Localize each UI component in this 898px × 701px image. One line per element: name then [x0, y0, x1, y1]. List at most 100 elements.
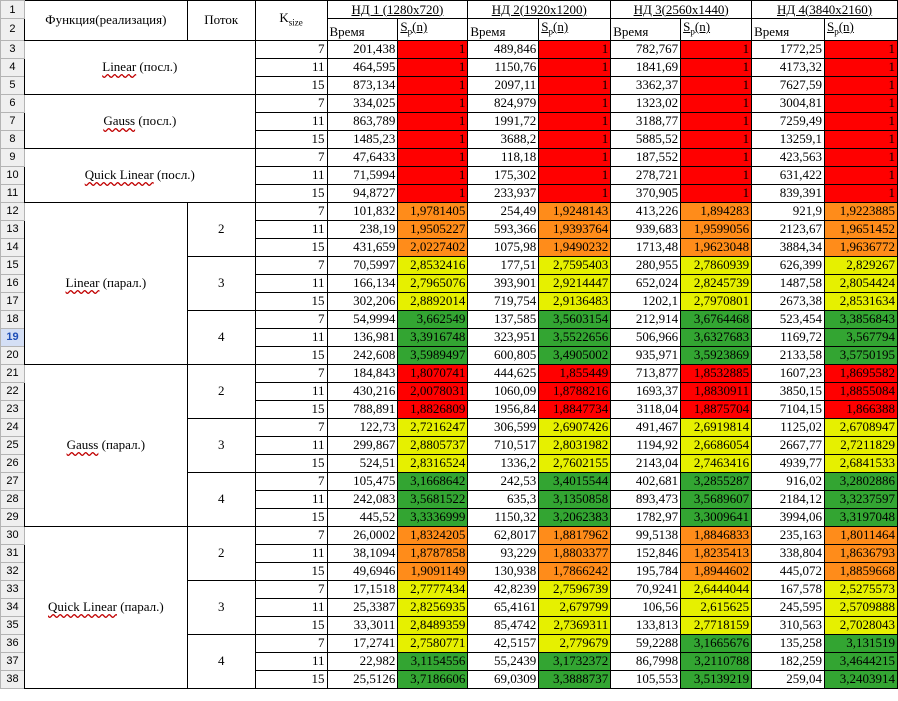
row-number[interactable]: 21	[0, 363, 25, 383]
thread-cell[interactable]: 3	[186, 417, 256, 473]
speedup-cell[interactable]: 1	[680, 147, 753, 167]
time-cell[interactable]: 26,0002	[326, 525, 399, 545]
ksize-cell[interactable]: 11	[254, 111, 328, 131]
time-cell[interactable]: 33,3011	[326, 615, 399, 635]
time-cell[interactable]: 4939,77	[751, 453, 825, 473]
header-nd-2[interactable]: НД 2(1920x1200)	[467, 0, 612, 19]
time-cell[interactable]: 935,971	[610, 345, 682, 365]
time-cell[interactable]: 2673,38	[751, 291, 825, 311]
time-cell[interactable]: 1125,02	[751, 417, 825, 437]
speedup-cell[interactable]: 2,0227402	[397, 237, 469, 257]
header-time-3[interactable]: Время	[610, 18, 682, 41]
speedup-cell[interactable]: 3,131519	[823, 633, 898, 653]
row-number[interactable]: 5	[0, 75, 25, 95]
thread-cell[interactable]: 3	[186, 579, 256, 635]
speedup-cell[interactable]: 1,8830911	[680, 381, 753, 401]
header-nd-4[interactable]: НД 4(3840x2160)	[751, 0, 898, 19]
speedup-cell[interactable]: 2,8054424	[823, 273, 898, 293]
ksize-cell[interactable]: 15	[254, 561, 328, 581]
ksize-cell[interactable]: 15	[254, 615, 328, 635]
time-cell[interactable]: 184,843	[326, 363, 399, 383]
time-cell[interactable]: 445,52	[326, 507, 399, 527]
row-number[interactable]: 34	[0, 597, 25, 617]
time-cell[interactable]: 118,18	[467, 147, 540, 167]
header-time-1[interactable]: Время	[326, 18, 399, 41]
speedup-cell[interactable]: 1,7866242	[538, 561, 612, 581]
ksize-cell[interactable]: 11	[254, 273, 328, 293]
speedup-cell[interactable]: 2,7965076	[397, 273, 469, 293]
time-cell[interactable]: 3884,34	[751, 237, 825, 257]
header-nd-1[interactable]: НД 1 (1280x720)	[326, 0, 469, 19]
ksize-cell[interactable]: 15	[254, 399, 328, 419]
speedup-cell[interactable]: 1,8324205	[397, 525, 469, 545]
speedup-cell[interactable]: 2,7216247	[397, 417, 469, 437]
time-cell[interactable]: 13259,1	[751, 129, 825, 149]
header-speedup-3[interactable]: Sp(n)	[680, 18, 753, 41]
row-number[interactable]: 25	[0, 435, 25, 455]
time-cell[interactable]: 1713,48	[610, 237, 682, 257]
time-cell[interactable]: 491,467	[610, 417, 682, 437]
time-cell[interactable]: 242,608	[326, 345, 399, 365]
time-cell[interactable]: 1075,98	[467, 237, 540, 257]
ksize-cell[interactable]: 15	[254, 669, 328, 689]
speedup-cell[interactable]: 2,7596739	[538, 579, 612, 599]
row-number[interactable]: 16	[0, 273, 25, 293]
time-cell[interactable]: 86,7998	[610, 651, 682, 671]
time-cell[interactable]: 782,767	[610, 39, 682, 59]
header-speedup-2[interactable]: Sp(n)	[538, 18, 612, 41]
row-number[interactable]: 13	[0, 219, 25, 239]
speedup-cell[interactable]: 3,4644215	[823, 651, 898, 671]
speedup-cell[interactable]: 1,8944602	[680, 561, 753, 581]
row-number[interactable]: 14	[0, 237, 25, 257]
time-cell[interactable]: 423,563	[751, 147, 825, 167]
time-cell[interactable]: 430,216	[326, 381, 399, 401]
time-cell[interactable]: 65,4161	[467, 597, 540, 617]
speedup-cell[interactable]: 2,9214447	[538, 273, 612, 293]
speedup-cell[interactable]: 1	[538, 57, 612, 77]
speedup-cell[interactable]: 1	[538, 93, 612, 113]
time-cell[interactable]: 259,04	[751, 669, 825, 689]
time-cell[interactable]: 3688,2	[467, 129, 540, 149]
time-cell[interactable]: 94,8727	[326, 183, 399, 203]
speedup-cell[interactable]: 1,8875704	[680, 399, 753, 419]
speedup-cell[interactable]: 2,0078031	[397, 381, 469, 401]
time-cell[interactable]: 506,966	[610, 327, 682, 347]
time-cell[interactable]: 631,422	[751, 165, 825, 185]
speedup-cell[interactable]: 2,6444044	[680, 579, 753, 599]
speedup-cell[interactable]: 2,5709888	[823, 597, 898, 617]
time-cell[interactable]: 413,226	[610, 201, 682, 221]
ksize-cell[interactable]: 15	[254, 129, 328, 149]
ksize-cell[interactable]: 7	[254, 309, 328, 329]
time-cell[interactable]: 652,024	[610, 273, 682, 293]
speedup-cell[interactable]: 1	[538, 75, 612, 95]
time-cell[interactable]: 713,877	[610, 363, 682, 383]
speedup-cell[interactable]: 3,3237597	[823, 489, 898, 509]
time-cell[interactable]: 55,2439	[467, 651, 540, 671]
row-number[interactable]: 3	[0, 39, 25, 59]
time-cell[interactable]: 167,578	[751, 579, 825, 599]
ksize-cell[interactable]: 15	[254, 345, 328, 365]
time-cell[interactable]: 2667,77	[751, 435, 825, 455]
speedup-cell[interactable]: 1	[680, 75, 753, 95]
time-cell[interactable]: 105,553	[610, 669, 682, 689]
time-cell[interactable]: 135,258	[751, 633, 825, 653]
time-cell[interactable]: 431,659	[326, 237, 399, 257]
ksize-cell[interactable]: 15	[254, 453, 328, 473]
time-cell[interactable]: 49,6946	[326, 561, 399, 581]
function-cell[interactable]: Quick Linear (посл.)	[23, 147, 256, 203]
time-cell[interactable]: 370,905	[610, 183, 682, 203]
speedup-cell[interactable]: 2,8489359	[397, 615, 469, 635]
time-cell[interactable]: 2133,58	[751, 345, 825, 365]
speedup-cell[interactable]: 2,7580771	[397, 633, 469, 653]
time-cell[interactable]: 122,73	[326, 417, 399, 437]
time-cell[interactable]: 873,134	[326, 75, 399, 95]
speedup-cell[interactable]: 3,1665676	[680, 633, 753, 653]
ksize-cell[interactable]: 7	[254, 147, 328, 167]
time-cell[interactable]: 1060,09	[467, 381, 540, 401]
speedup-cell[interactable]: 1,9636772	[823, 237, 898, 257]
speedup-cell[interactable]: 3,662549	[397, 309, 469, 329]
speedup-cell[interactable]: 1,9490232	[538, 237, 612, 257]
speedup-cell[interactable]: 1,8788216	[538, 381, 612, 401]
speedup-cell[interactable]: 3,1350858	[538, 489, 612, 509]
speedup-cell[interactable]: 1	[538, 183, 612, 203]
